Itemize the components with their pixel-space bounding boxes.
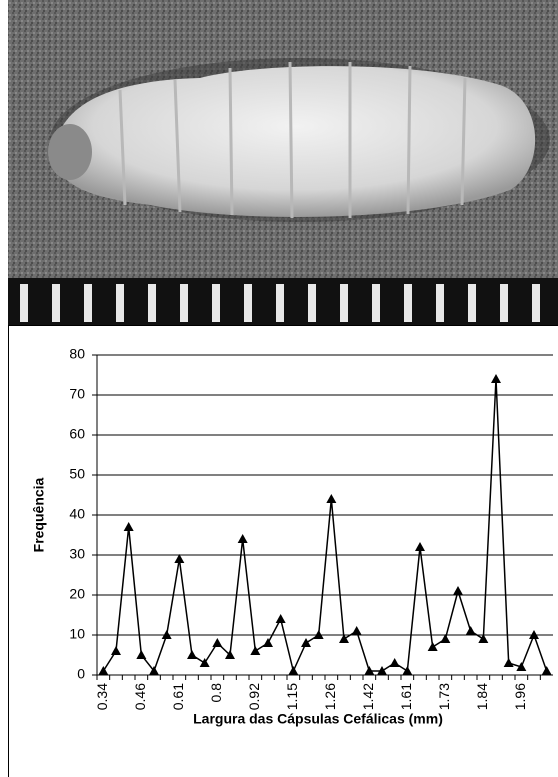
marker xyxy=(427,642,438,651)
marker xyxy=(364,666,375,675)
marker xyxy=(136,650,147,659)
y-tick-label: 30 xyxy=(69,546,85,562)
x-tick-label: 0.92 xyxy=(246,683,262,710)
marker xyxy=(351,626,362,635)
y-tick-label: 10 xyxy=(69,626,85,642)
x-axis-label: Largura das Cápsulas Cefálicas (mm) xyxy=(193,711,443,727)
marker xyxy=(149,666,159,675)
y-tick-label: 50 xyxy=(69,466,85,482)
y-tick-label: 60 xyxy=(69,426,85,442)
y-tick-label: 20 xyxy=(69,586,85,602)
larva-photo xyxy=(8,0,558,325)
marker xyxy=(478,634,489,643)
x-tick-label: 0.8 xyxy=(208,683,224,703)
marker xyxy=(174,554,185,563)
marker xyxy=(263,638,273,647)
marker xyxy=(440,634,451,643)
y-tick-label: 70 xyxy=(69,386,85,402)
marker xyxy=(415,542,425,551)
marker xyxy=(516,662,527,671)
x-tick-label: 1.61 xyxy=(398,683,414,710)
y-axis-label: Frequência xyxy=(31,477,47,552)
y-tick-label: 0 xyxy=(77,666,85,682)
x-tick-label: 0.61 xyxy=(170,683,186,710)
marker xyxy=(199,658,210,667)
marker xyxy=(313,630,324,639)
marker xyxy=(465,626,476,635)
marker xyxy=(301,638,311,647)
marker xyxy=(453,586,463,595)
marker xyxy=(402,666,413,675)
marker xyxy=(275,614,286,623)
x-tick-label: 0.34 xyxy=(94,683,110,710)
marker xyxy=(377,666,387,675)
marker xyxy=(503,658,514,667)
y-tick-label: 80 xyxy=(69,346,85,362)
x-tick-label: 1.15 xyxy=(284,683,300,710)
marker xyxy=(237,534,248,543)
marker xyxy=(288,666,299,675)
marker xyxy=(389,658,400,667)
marker xyxy=(529,630,539,639)
x-tick-label: 1.42 xyxy=(360,683,376,710)
x-tick-label: 1.73 xyxy=(436,683,452,710)
chart: Frequência Largura das Cápsulas Cefálica… xyxy=(31,346,553,727)
x-tick-label: 1.84 xyxy=(474,683,490,710)
marker xyxy=(541,666,552,675)
marker xyxy=(187,650,197,659)
chart-frame xyxy=(8,325,558,777)
marker xyxy=(339,634,349,643)
x-tick-label: 1.26 xyxy=(322,683,338,710)
marker xyxy=(491,374,501,383)
marker xyxy=(111,646,121,655)
x-tick-label: 0.46 xyxy=(132,683,148,710)
marker xyxy=(212,638,223,647)
marker xyxy=(98,666,109,675)
marker xyxy=(123,522,134,531)
marker xyxy=(326,494,337,503)
y-tick-label: 40 xyxy=(69,506,85,522)
marker xyxy=(225,650,235,659)
x-tick-label: 1.96 xyxy=(512,683,528,710)
marker xyxy=(250,646,261,655)
marker xyxy=(161,630,172,639)
